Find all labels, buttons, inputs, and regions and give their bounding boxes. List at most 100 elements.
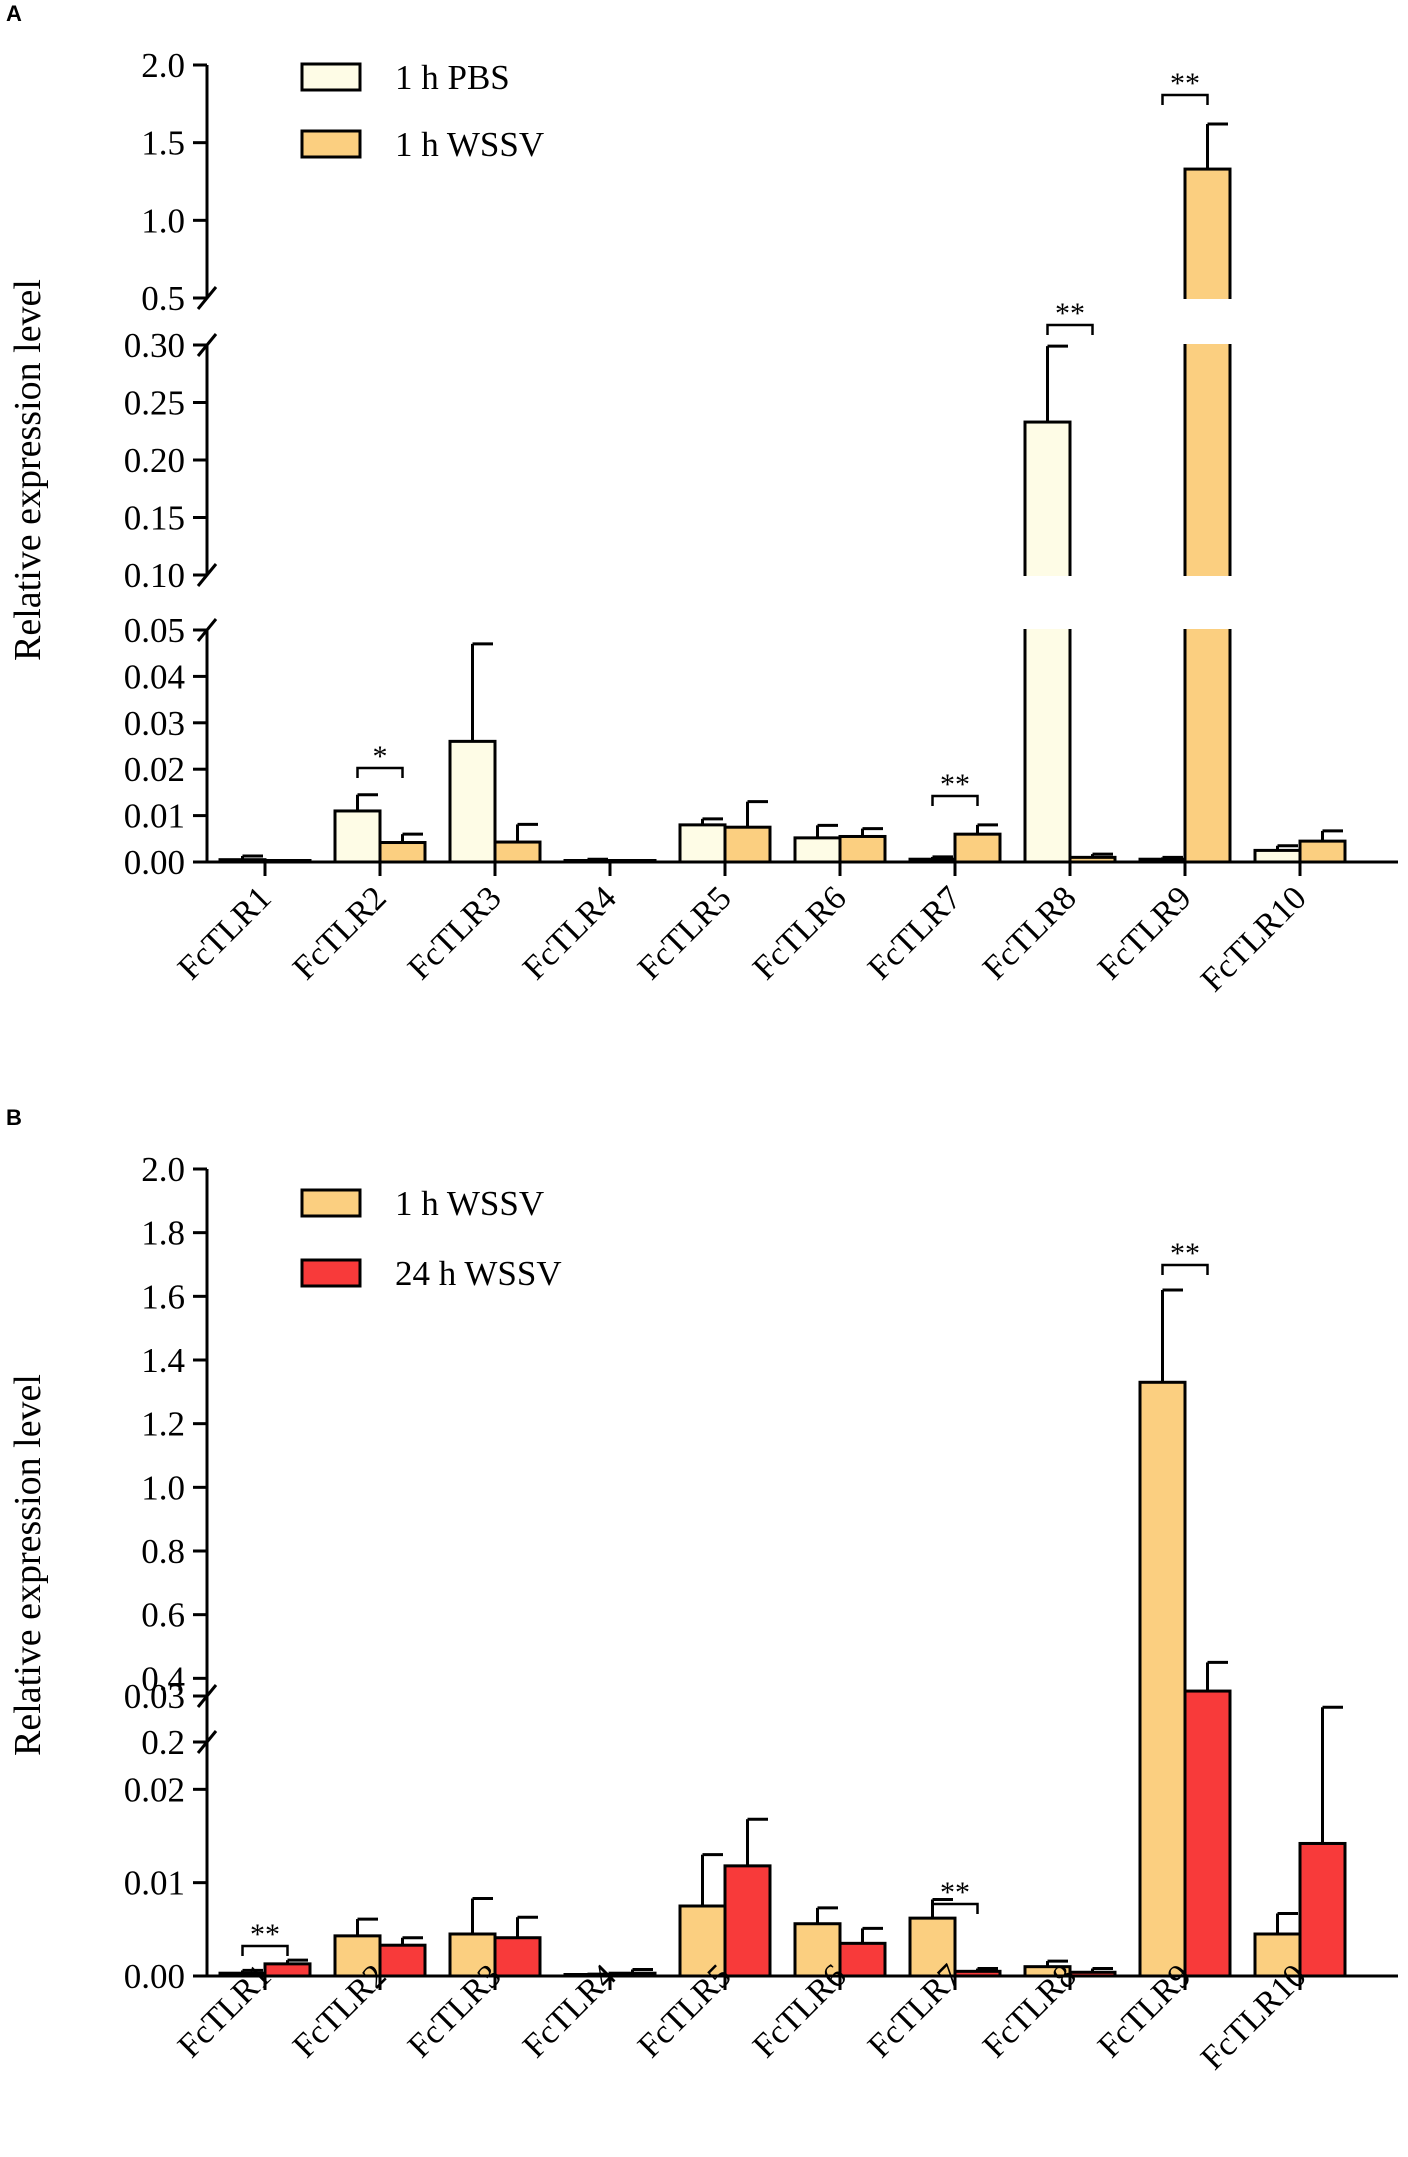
bar-a-fctlr5-s1 [678,823,727,864]
y-tick-label: 0.03 [124,1677,185,1716]
bar-a-fctlr2-s1 [333,809,382,864]
axis-break-gap [1022,576,1073,629]
significance-marker: * [373,740,388,773]
y-tick-label: 0.04 [124,657,185,696]
y-tick-label: 0.10 [124,556,185,595]
significance-marker: ** [250,1918,280,1951]
legend-label: 1 h PBS [395,58,510,97]
y-tick-label: 0.00 [124,1957,185,1996]
x-tick-label-fctlr9: FcTLR9 [1091,879,1199,987]
x-tick-label-fctlr5: FcTLR5 [631,879,739,987]
y-tick-label: 1.0 [141,201,185,240]
bar-b-fctlr10-s2 [1298,1841,1347,1978]
bar-a-fctlr6-s2 [838,834,887,864]
panel-label-b: B [6,1105,22,1130]
bar-b-fctlr1-s2 [263,1962,312,1978]
significance-marker: ** [1170,67,1200,100]
significance-bracket [1046,323,1094,335]
y-tick-label: 2.0 [141,1150,185,1189]
axis-break-mark [196,333,218,357]
y-tick-label: 0.20 [124,441,185,480]
bar-b-fctlr4-s2 [608,1971,657,1978]
y-axis-title: Relative expression level [7,1374,49,1756]
bar-a-fctlr9-s1 [1138,857,1187,864]
x-tick-label-fctlr3: FcTLR3 [401,879,509,987]
axis-break-gap [1182,299,1233,344]
x-tick-label-fctlr10: FcTLR10 [1194,879,1314,999]
x-tick-label-fctlr6: FcTLR6 [746,879,854,987]
y-tick-label: 0.25 [124,384,185,423]
bar-b-fctlr8-s2 [1068,1970,1117,1978]
bar-b-fctlr5-s2 [723,1864,772,1978]
y-tick-label: 0.01 [124,797,185,836]
y-tick-label: 1.4 [141,1341,185,1380]
bar-b-fctlr3-s2 [493,1936,542,1978]
legend-swatch [300,62,362,92]
y-tick-label: 0.03 [124,704,185,743]
significance-bracket [241,1944,289,1956]
y-tick-label: 0.02 [124,750,185,789]
y-tick-label: 0.15 [124,499,185,538]
axis-break-gap [1182,576,1233,629]
y-tick-label: 0.01 [124,1864,185,1903]
panel-label-a: A [6,1,22,26]
y-tick-label: 0.00 [124,843,185,882]
significance-bracket [1161,93,1209,105]
y-tick-label: 1.5 [141,124,185,163]
legend-swatch [300,1258,362,1288]
bar-b-fctlr9-s1 [1138,1380,1187,1978]
y-tick-label: 0.05 [124,611,185,650]
axis-break-mark [196,618,218,642]
bar-b-fctlr6-s2 [838,1941,887,1978]
bar-a-fctlr9-s2 [1183,167,1232,864]
y-tick-label: 0.4 [141,1659,185,1698]
significance-bracket [931,794,979,806]
y-tick-label: 1.2 [141,1405,185,1444]
y-tick-label: 0.02 [124,1770,185,1809]
x-tick-label-fctlr8: FcTLR8 [976,879,1084,987]
significance-bracket [931,1902,979,1914]
y-tick-label: 0.6 [141,1596,185,1635]
bar-a-fctlr1-s1 [218,858,267,864]
bar-a-fctlr10-s2 [1298,839,1347,864]
bar-b-fctlr5-s1 [678,1904,727,1978]
y-tick-label: 0.8 [141,1532,185,1571]
bar-a-fctlr7-s1 [908,857,957,864]
y-tick-label: 0.2 [141,1723,185,1762]
y-axis-title: Relative expression level [7,279,49,661]
significance-marker: ** [940,768,970,801]
bar-a-fctlr2-s2 [378,841,427,864]
significance-marker: ** [1170,1237,1200,1270]
legend-label: 1 h WSSV [395,125,544,164]
y-tick-label: 1.8 [141,1214,185,1253]
y-tick-label: 0.5 [141,279,185,318]
significance-bracket [1161,1263,1209,1275]
bar-b-fctlr9-s2 [1183,1689,1232,1978]
bar-a-fctlr8-s1 [1023,420,1072,864]
y-tick-label: 2.0 [141,46,185,85]
x-tick-label-fctlr1: FcTLR1 [171,879,279,987]
bar-a-fctlr8-s2 [1068,855,1117,864]
chart-a: 0.00 0.01 0.02 0.03 0.04 0.05 0.10 0.15 0.20 0.25… [7,46,1398,999]
bar-a-fctlr3-s2 [493,840,542,864]
legend-swatch [300,129,362,159]
legend-label: 24 h WSSV [395,1254,562,1293]
significance-marker: ** [1055,297,1085,330]
y-tick-label: 1.0 [141,1468,185,1507]
bar-a-fctlr4-s1 [563,859,612,864]
bar-a-fctlr7-s2 [953,832,1002,864]
bar-a-fctlr3-s1 [448,739,497,864]
x-tick-label-fctlr4: FcTLR4 [516,879,624,987]
y-tick-label: 0.30 [124,326,185,365]
bar-a-fctlr6-s1 [793,836,842,864]
y-tick-label: 1.6 [141,1277,185,1316]
bar-a-fctlr10-s1 [1253,848,1302,864]
bar-b-fctlr2-s2 [378,1943,427,1978]
bar-b-fctlr7-s1 [908,1916,957,1978]
bar-b-fctlr7-s2 [953,1969,1002,1978]
x-tick-label-fctlr2: FcTLR2 [286,879,394,987]
chart-b: 0.00 0.01 0.02 0.03 0.2 0.4 0.6 0.8 1.0 1.2 1.4 1.6… [7,1150,1398,2077]
significance-bracket [356,766,404,778]
legend-label: 1 h WSSV [395,1184,544,1223]
